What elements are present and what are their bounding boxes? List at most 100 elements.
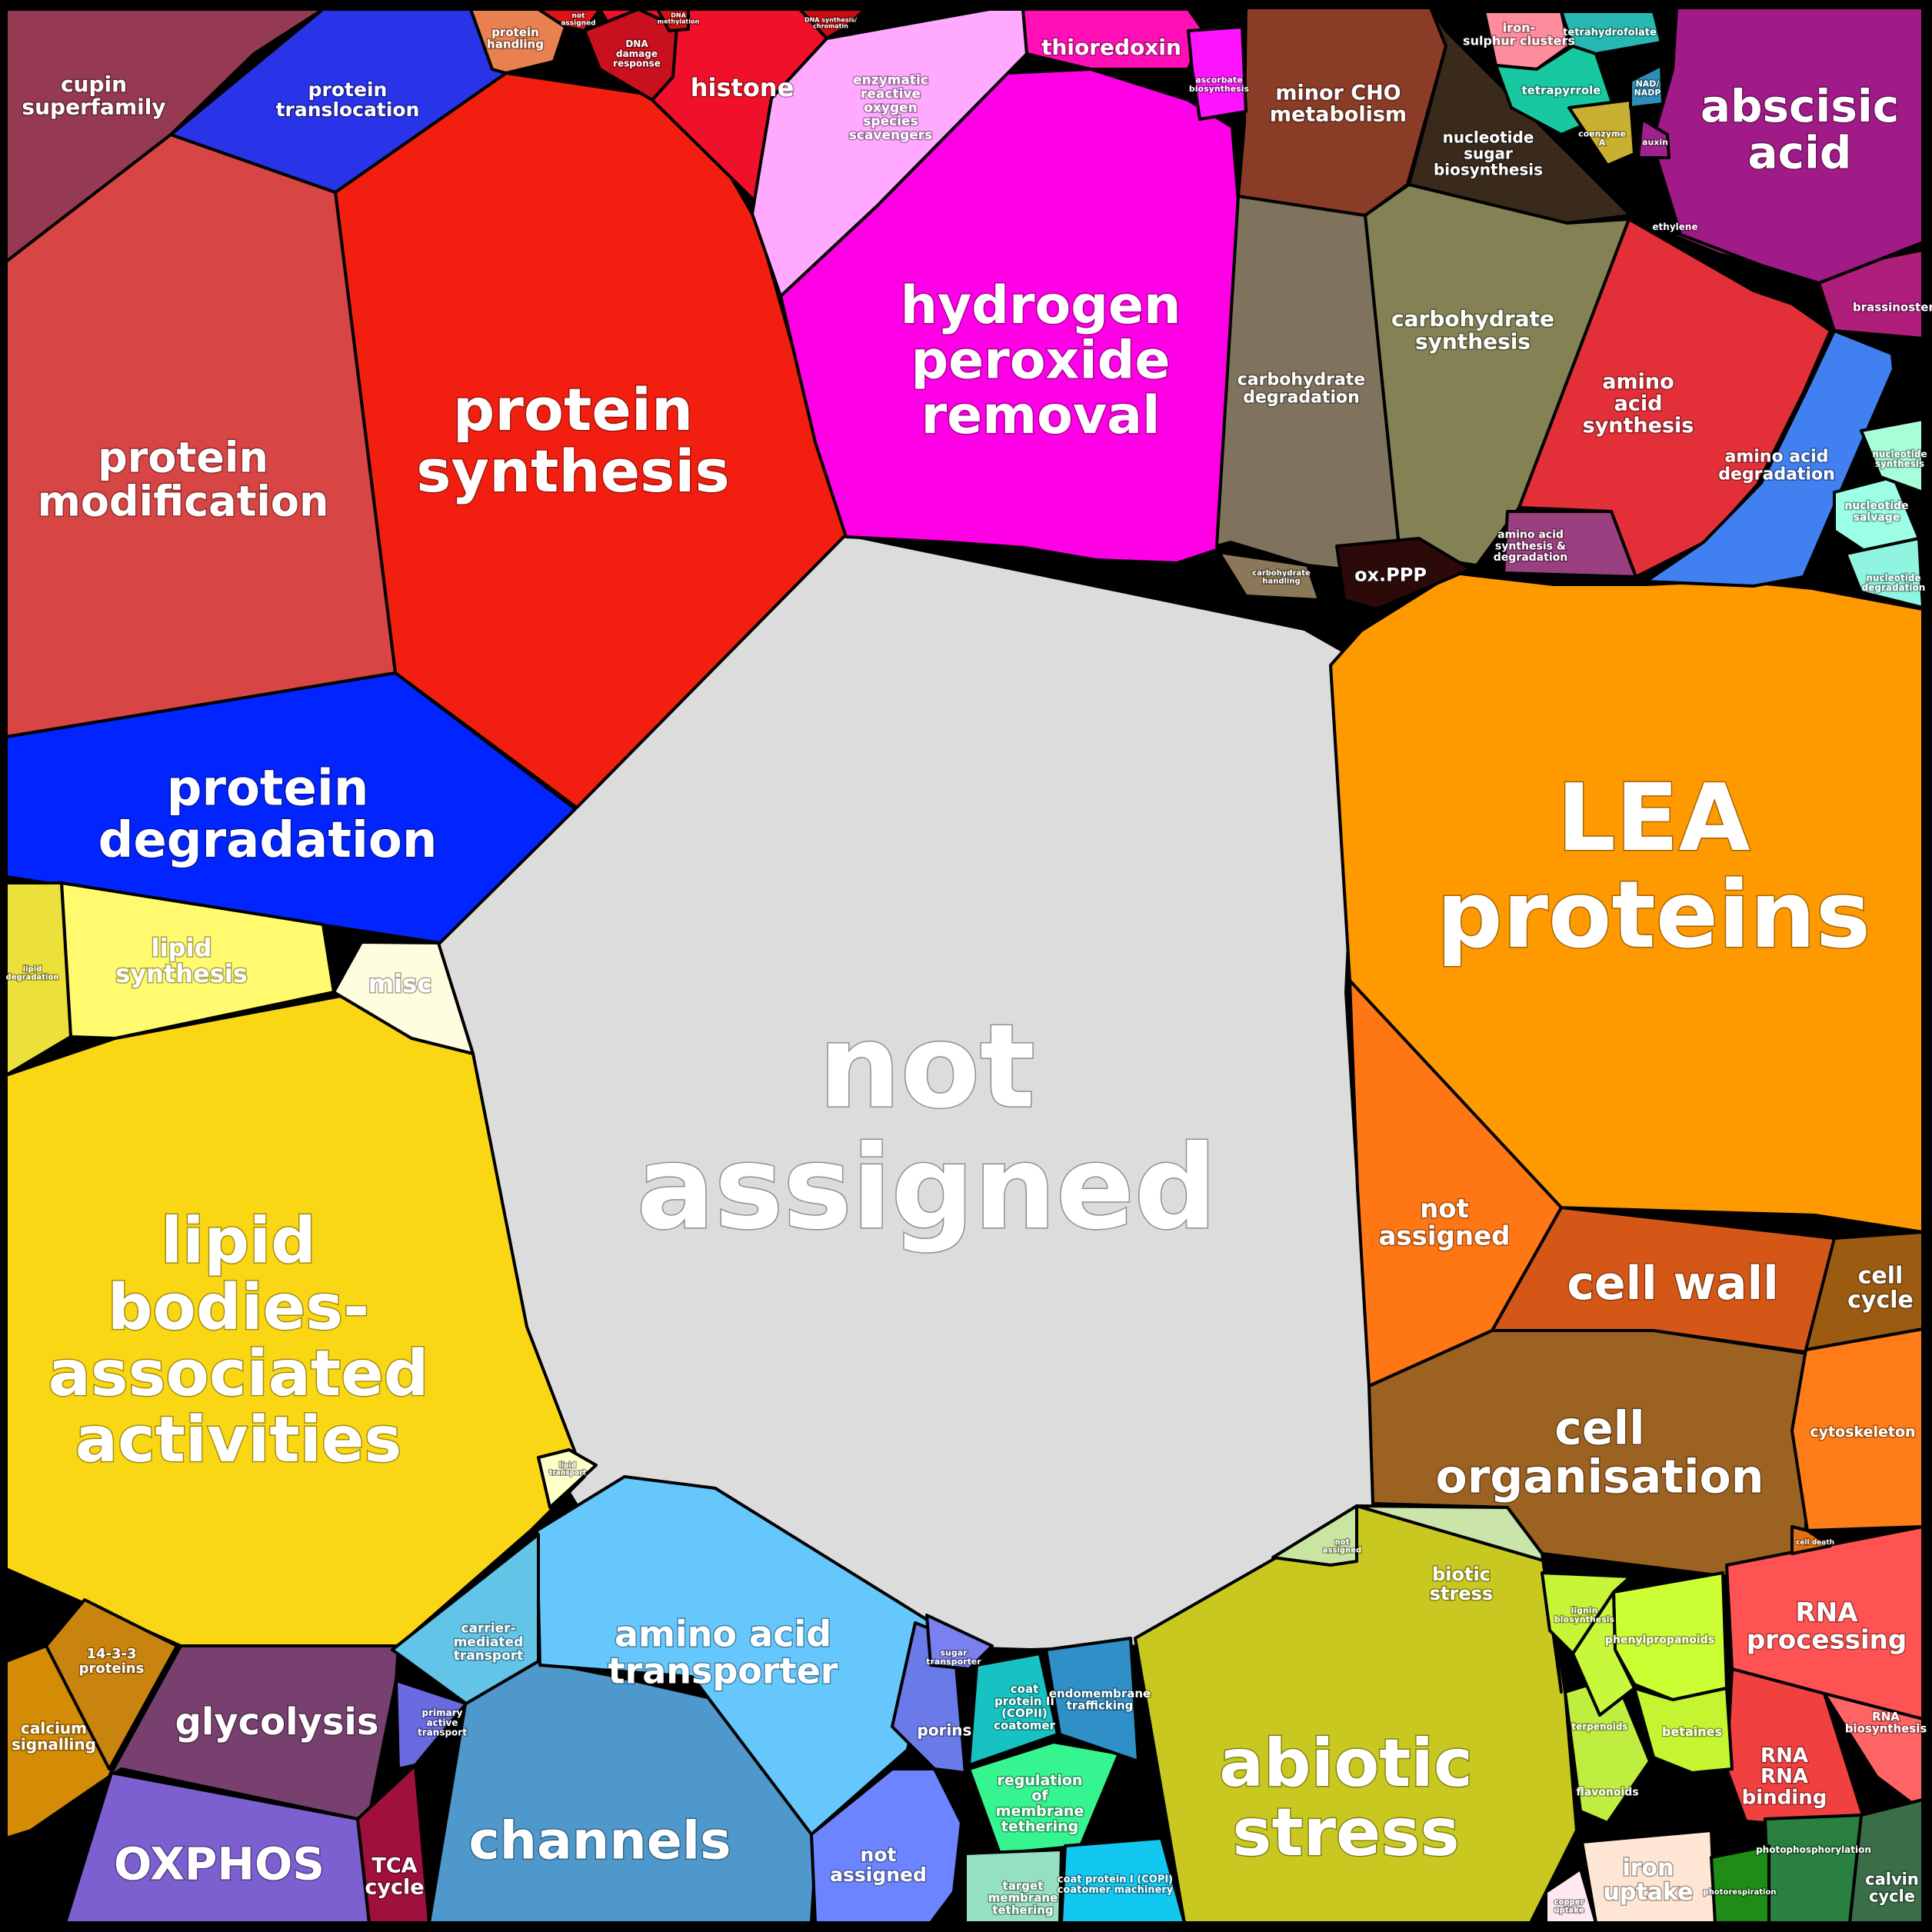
cell-label-dna-methylation: DNA methylation (658, 12, 700, 25)
cell-photorespiration (1710, 1844, 1770, 1924)
cell-hydrogen-peroxide-removal (779, 68, 1249, 565)
cell-label-coat-protein-ii-copii-coatomer-machinery: coat protein II (COPII) coatomer (994, 1682, 1056, 1732)
cell-coat-protein-i-copi-coatomer-machinery (1060, 1837, 1186, 1924)
cell-misc (332, 941, 475, 1055)
cell-cell-death (1790, 1525, 1832, 1555)
cell-amino-acid-transporter (535, 1475, 936, 1836)
cell-label-amino-acid-degradation: amino acid degradation (1718, 447, 1835, 484)
cell-label-enzymatic-reactive-oxygen-species-scavengers: enzymatic reactive oxygen species scavengers (849, 73, 933, 143)
cell-label-flavonoids: flavonoids (1576, 1786, 1638, 1798)
cell-cupin-superfamily (5, 8, 325, 263)
cell-label-calcium-signalling: calcium signalling (12, 1719, 96, 1754)
cell-label-protein-translocation: protein translocation (276, 78, 420, 121)
cell-label-copper-uptake: copper uptake (1554, 1898, 1584, 1915)
cell-label-not-assigned: not assigned (637, 1001, 1217, 1256)
cell-endomembrane-trafficking (1044, 1637, 1140, 1763)
cell-label-carrier-mediated-transport: carrier-mediated transport (454, 1621, 524, 1664)
cell-label-ethylene: ethylene (1652, 222, 1697, 232)
cell-copper-uptake (1544, 1867, 1597, 1924)
cell-protein-degradation (5, 671, 577, 944)
cell-photophosphorylation (1764, 1814, 1863, 1924)
cell-dna-synthesis-chromatin-structure (798, 8, 867, 40)
cell-label-primary-active-transport: primary active transport (418, 1707, 467, 1737)
cell-lipid-transport (537, 1448, 598, 1509)
cell-label-phenylpropanoids: phenylpropanoids (1605, 1634, 1714, 1646)
cell-label-terpenoids: terpenoids (1571, 1721, 1627, 1732)
cell-sugar-transporter (925, 1614, 994, 1671)
cell-label-cupin-superfamily: cupin superfamily (22, 72, 165, 119)
cell-dna-damage-response (583, 8, 678, 102)
cell-label-target-membrane-tethering: target membrane tethering (988, 1879, 1058, 1917)
cell-tca-cycle (356, 1764, 431, 1924)
cell-label-amino-acid-transporter: amino acid transporter (608, 1613, 838, 1691)
cell-label-calvin-cycle: calvin cycle (1865, 1870, 1919, 1906)
cell-not-assigned (1348, 979, 1563, 1387)
cell-ascorbate-biosynthesis (1187, 25, 1247, 121)
cell-nucleotide-synthesis (1860, 418, 1924, 494)
cell-label-photophosphorylation: photophosphorylation (1756, 1844, 1871, 1855)
cell-label-iron-uptake: iron uptake (1604, 1855, 1694, 1907)
cell-coenzyme-a (1567, 98, 1636, 167)
cell-ox-ppp (1335, 537, 1472, 611)
cell-label-ascorbate-biosynthesis: ascorbate biosynthesis (1189, 75, 1250, 95)
cell-label-cytoskeleton: cytoskeleton (1810, 1424, 1915, 1441)
cell-label-tetrapyrrole: tetrapyrrole (1522, 84, 1601, 98)
cell-label-protein-degradation: protein degradation (98, 761, 438, 869)
cell-glycolysis (108, 1644, 400, 1820)
cells-layer (5, 6, 1924, 1924)
cell-label-auxin: auxin (1642, 137, 1668, 147)
cell-label-coenzyme-a: coenzyme A (1578, 129, 1626, 148)
cell-label-misc: misc (368, 969, 431, 998)
cell-nucleotide-sugar-biosynthesis (1407, 6, 1632, 225)
cell-ethylene (1629, 218, 1763, 267)
cell-label-ox-ppp: ox.PPP (1354, 565, 1427, 586)
cell-label-cell-death: cell death (1796, 1539, 1834, 1547)
cell-not-assigned (1271, 1504, 1358, 1567)
cell-label-regulation-of-membrane-tethering-and-fusion: regulation of membrane tethering (996, 1772, 1084, 1835)
cell-coat-protein-ii-copii-coatomer-machinery (968, 1652, 1059, 1767)
cell-label-nucleotide-synthesis: nucleotide synthesis (1872, 448, 1927, 469)
cell-label-lignin-biosynthesis: lignin biosynthesis (1554, 1606, 1615, 1625)
cell-nad-nadp (1629, 64, 1664, 109)
cell-label-carbohydrate-handling: carbohydrate handling (1252, 569, 1311, 586)
cell-label-cell-organisation: cell organisation (1436, 1401, 1764, 1504)
cell-betaines (1633, 1687, 1734, 1774)
cell-label-sugar-transporter: sugar transporter (926, 1648, 981, 1667)
labels-layer: not assigned LEA proteins lipid bodies-associ… (5, 11, 1932, 1918)
cell-label-not-assigned: not assigned (1323, 1538, 1361, 1555)
cell-label-lipid-degradation: lipid degradation (6, 965, 59, 982)
cell-label-rna-processing: RNA processing (1747, 1597, 1907, 1656)
cell-label-lipid-transport: lipid transport (549, 1462, 587, 1477)
cell-label-nucleotide-degradation: nucleotide degradation (1862, 572, 1926, 593)
cell-label-tetrahydrofolate: tetrahydrofolate (1563, 27, 1657, 38)
cell-label-lipid-synthesis: lipid synthesis (115, 933, 248, 988)
cell-label-carbohydrate-degradation: carbohydrate degradation (1237, 370, 1365, 407)
cell-label-oxphos: OXPHOS (114, 1837, 325, 1890)
cell-label-carbohydrate-synthesis: carbohydrate synthesis (1391, 306, 1554, 354)
cell-lignin-biosynthesis (1541, 1571, 1632, 1655)
cell-carrier-mediated-transport (391, 1533, 540, 1705)
cell-brassinosteroid (1817, 248, 1924, 340)
cell-label-amino-acid-synthesis: amino acid synthesis (1583, 370, 1694, 438)
cell-label-rna-biosynthesis: RNA biosynthesis (1845, 1710, 1927, 1736)
cell-label-channels: channels (468, 1810, 731, 1871)
cell-label-protein-modification: protein modification (38, 434, 329, 526)
cell-label-nad-nadp: NAD/NADP (1634, 79, 1661, 98)
cell-label-lipid-bodies-associated-activities: lipid bodies-associated activities (48, 1205, 429, 1477)
cell-label-abiotic-stress: abiotic stress (1219, 1725, 1473, 1871)
cell-regulation-of-membrane-tethering-and-fusion (968, 1740, 1121, 1855)
cell-14-3-3-proteins (45, 1598, 178, 1770)
cell-auxin (1637, 118, 1671, 159)
cell-amino-acid-degradation (1644, 329, 1895, 588)
cell-label-protein-synthesis: protein synthesis (416, 375, 729, 505)
cell-label-hydrogen-peroxide-removal: hydrogen peroxide removal (901, 275, 1181, 446)
cell-label-not-assigned: not assigned (1378, 1194, 1510, 1252)
cell-label-tca-cycle: TCA cycle (365, 1854, 424, 1899)
cell-carbohydrate-degradation (1215, 195, 1401, 571)
cell-label-nucleotide-sugar-biosynthesis: nucleotide sugar biosynthesis (1434, 128, 1543, 178)
cell-label-nucleotide-salvage: nucleotide salvage (1844, 500, 1908, 524)
cell-tetrahydrofolate (1560, 10, 1663, 55)
cell-label-porins: porins (918, 1720, 972, 1739)
cell-label-not-assigned: not assigned (561, 12, 595, 27)
